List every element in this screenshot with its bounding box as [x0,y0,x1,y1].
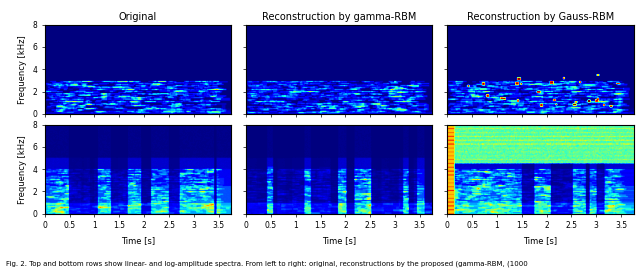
Y-axis label: Frequency [kHz]: Frequency [kHz] [18,135,27,204]
Title: Reconstruction by Gauss-RBM: Reconstruction by Gauss-RBM [467,13,614,22]
X-axis label: Time [s]: Time [s] [121,236,155,245]
Text: Fig. 2. Top and bottom rows show linear- and log-amplitude spectra. From left to: Fig. 2. Top and bottom rows show linear-… [6,260,528,267]
X-axis label: Time [s]: Time [s] [524,236,557,245]
Y-axis label: Frequency [kHz]: Frequency [kHz] [18,35,27,104]
Title: Original: Original [119,13,157,22]
Title: Reconstruction by gamma-RBM: Reconstruction by gamma-RBM [262,13,417,22]
X-axis label: Time [s]: Time [s] [322,236,356,245]
